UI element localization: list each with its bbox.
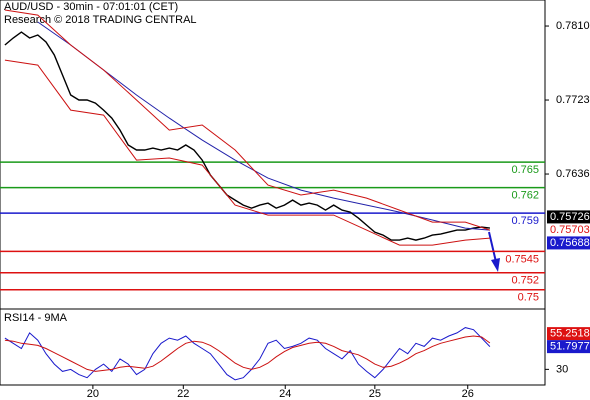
level-label: 0.752 [511,275,539,287]
y-tick-label: 0.7636 [556,168,590,180]
series-line [4,327,491,381]
y-tick-label: 30 [556,363,568,375]
x-tick-label: 25 [369,388,381,400]
last-value-box [547,236,590,250]
series-line [4,59,490,246]
x-tick-label: 22 [177,388,189,400]
y-tick-label: 0.7723 [556,94,590,106]
last-value-label: 0.75726 [550,211,590,223]
last-value-label: 55.2518 [550,328,590,340]
series-line [4,9,491,231]
last-value-label: 51.7977 [550,341,590,353]
x-tick-label: 26 [462,388,474,400]
level-label: 0.759 [511,215,539,227]
level-label: 0.765 [511,164,539,176]
y-tick-label: 0.7810 [556,20,590,32]
x-tick-label: 20 [87,388,99,400]
rsi-title: RSI14 - 9MA [4,312,68,324]
series-line [37,21,490,231]
level-label: 0.762 [511,190,539,202]
x-tick-label: 24 [279,388,291,400]
level-label: 0.7545 [505,253,539,265]
last-value-label: 0.75688 [550,237,590,249]
level-label: 0.75 [518,292,539,304]
last-value-label: 0.75703 [550,224,590,236]
chart-title: AUD/USD - 30min - 07:01:01 (CET) [4,1,178,13]
forecast-arrow [488,231,500,272]
chart-subtitle: Research © 2018 TRADING CENTRAL [4,14,197,26]
last-value-box [547,340,590,354]
plot-frame [0,0,546,386]
last-value-box [547,327,590,341]
series-line [4,335,491,372]
series-line [4,31,490,241]
last-value-box [547,210,590,224]
